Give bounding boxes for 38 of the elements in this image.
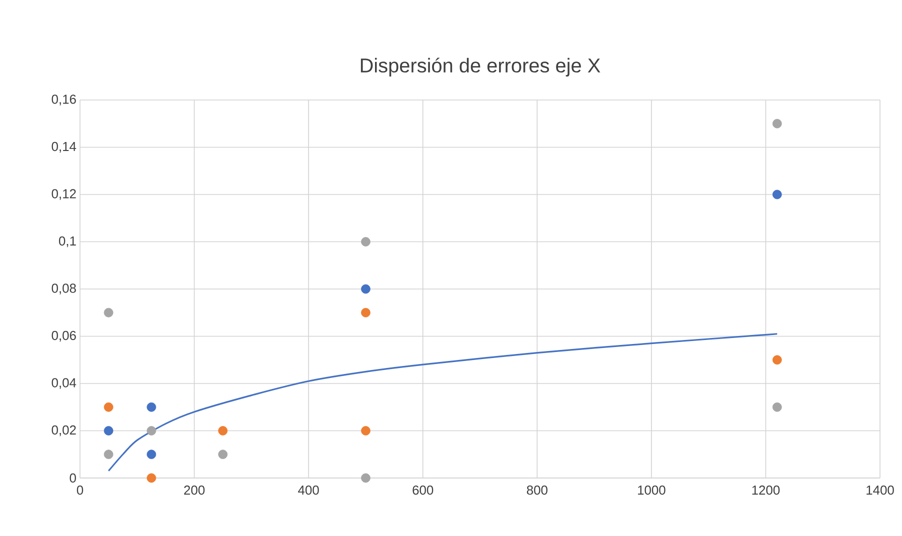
point [772,190,782,200]
point [218,450,228,460]
point [104,426,114,436]
point [146,473,156,483]
y-tick-label: 0 [70,473,76,483]
x-tick-label: 1400 [866,486,894,495]
point [772,355,782,365]
y-tick-label: 0,12 [52,189,76,200]
x-tick-label: 200 [184,486,205,495]
y-tick-label: 0,02 [52,425,76,436]
point [772,118,782,128]
x-tick-label: 1000 [638,486,666,495]
point [146,402,156,412]
point [361,308,370,318]
point [146,426,156,436]
point [104,402,114,412]
y-tick-label: 0,08 [52,284,76,294]
point [104,308,114,318]
point [361,426,370,436]
y-tick-label: 0,1 [58,236,76,248]
x-tick-label: 800 [526,486,548,495]
point [104,450,114,460]
x-tick-label: 600 [412,486,434,495]
y-tick-label: 0,16 [52,94,76,106]
x-tick-label: 400 [298,486,319,495]
point [361,237,370,246]
y-tick-label: 0,14 [52,142,76,153]
point [361,284,370,294]
point [218,426,228,436]
point [361,473,370,483]
y-tick-label: 0,06 [52,330,76,342]
x-tick-label: 1200 [752,486,780,495]
x-tick-label: 0 [76,486,84,495]
point [772,402,782,412]
chart-title: Dispersión de errores eje X [360,58,600,77]
y-tick-label: 0,04 [52,378,76,389]
line-series [108,333,778,472]
point [146,450,156,460]
